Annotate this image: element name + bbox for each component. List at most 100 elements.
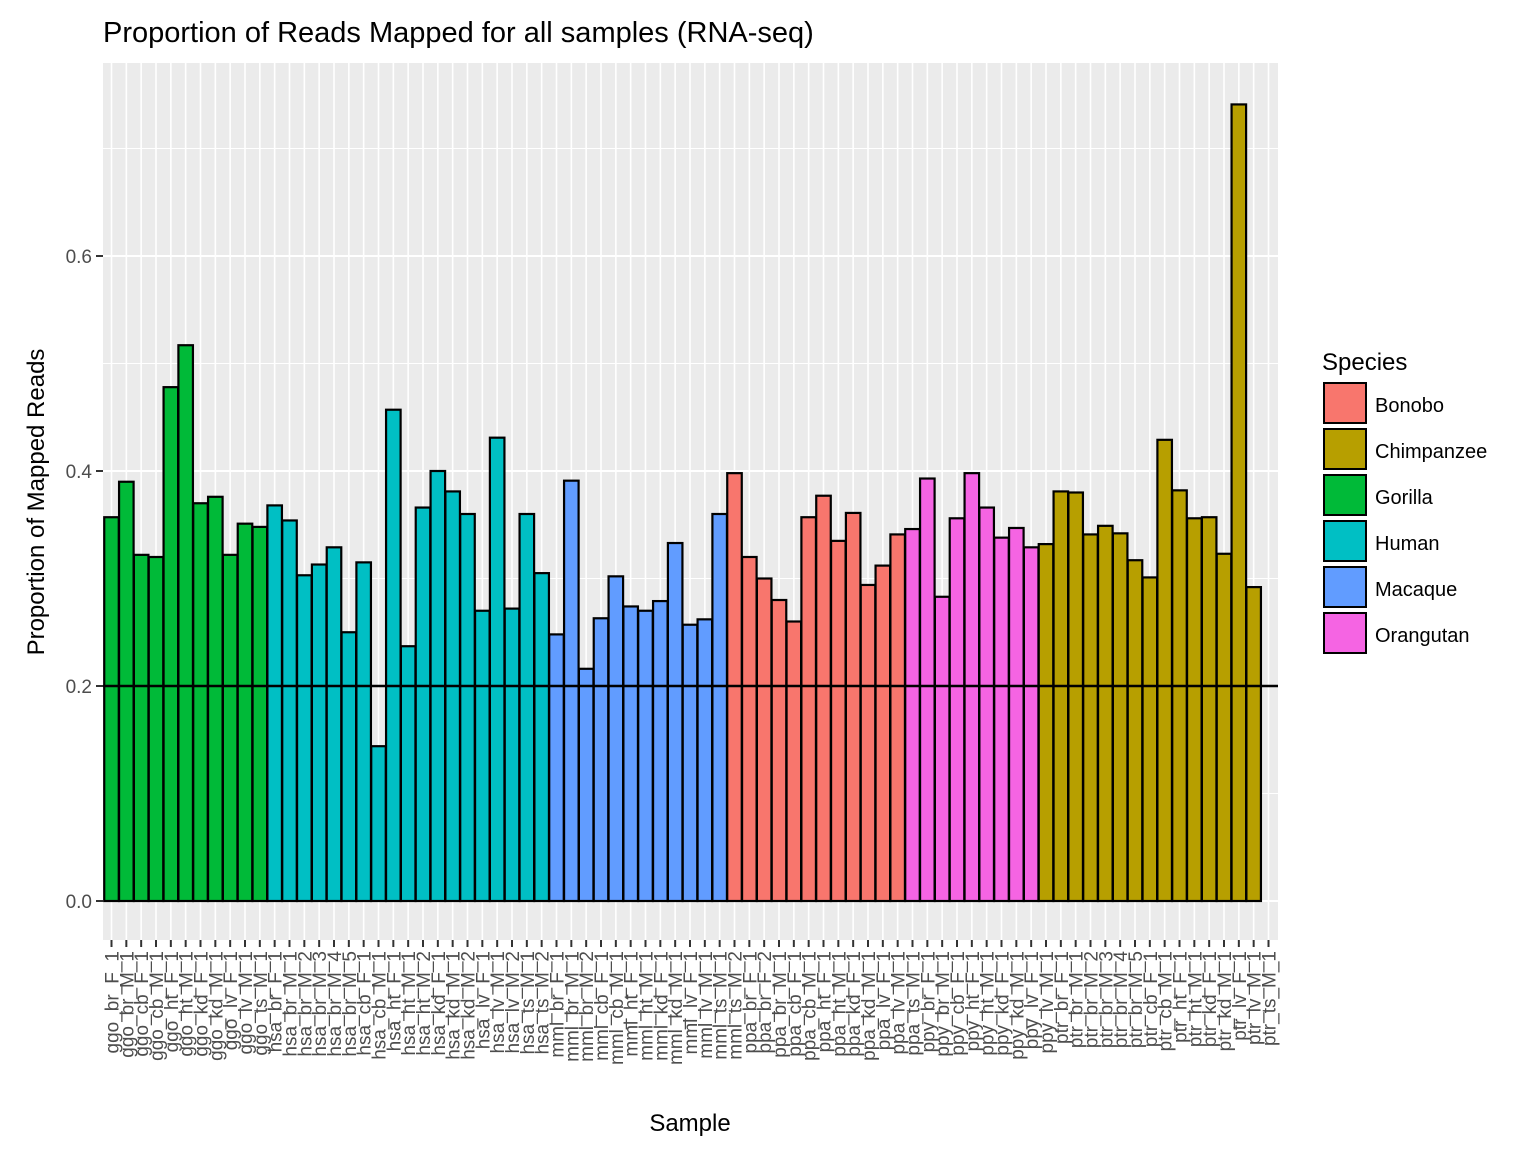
legend-key-bonobo (1323, 382, 1367, 424)
chart-title: Proportion of Reads Mapped for all sampl… (103, 17, 814, 49)
bar-ggo-kd-M-1 (206, 495, 224, 903)
bar-mml-br-M-1 (562, 479, 580, 903)
x-tick-label: ppa_cb_F_1 (785, 951, 806, 1057)
bar-ppy-ht-M-1 (978, 506, 996, 903)
x-tick-label: mml_lv_M_1 (696, 951, 717, 1059)
bar-ggo-ht-F-1 (162, 386, 180, 903)
x-tick-label: hsa_ht_M_2 (414, 951, 435, 1056)
y-axis-title: Proportion of Mapped Reads (23, 349, 50, 656)
x-tick-label: ppa_ts_M_1 (904, 951, 925, 1056)
x-tick-label: ptr_ts_M_1 (1260, 951, 1281, 1046)
bar-ggo-br-M-1 (117, 480, 135, 903)
y-tick-label: 0.2 (66, 677, 92, 698)
bar-mml-cb-M-1 (607, 575, 625, 903)
x-tick-label: hsa_ts_M_1 (518, 951, 539, 1055)
bar-ggo-ts-M-1 (251, 525, 269, 903)
x-tick-label: ggo_br_F_1 (103, 951, 124, 1053)
bar-ggo-kd-F-1 (192, 502, 209, 903)
bar-ppy-br-M-1 (933, 595, 951, 903)
bar-ppy-br-F-1 (918, 477, 936, 903)
x-tick-label: hsa_br_F_1 (266, 951, 287, 1052)
x-tick-label: ptr_br_F_1 (1052, 951, 1073, 1044)
x-tick-label: ptr_br_M_3 (1096, 951, 1117, 1048)
bar-hsa-cb-F-1 (355, 561, 373, 903)
x-tick-label: ggo_cb_M_1 (147, 951, 168, 1061)
legend-label-human: Human (1375, 533, 1439, 555)
x-tick-label: ptr_br_M_2 (1082, 951, 1103, 1048)
bar-ptr-lv-M-1 (1245, 585, 1263, 903)
y-tick-label: 0.4 (66, 462, 93, 483)
bar-hsa-br-M-4 (325, 546, 343, 903)
bar-ptr-ht-M-1 (1185, 517, 1203, 903)
bar-ggo-ht-M-1 (177, 344, 195, 903)
bar-hsa-br-F-1 (266, 504, 284, 903)
x-tick-label: ppy_kd_M_1 (1007, 951, 1028, 1060)
bar-ptr-kd-F-1 (1200, 516, 1218, 903)
x-tick-label: hsa_ht_F_1 (384, 951, 405, 1051)
x-tick-label: ptr_br_M_1 (1067, 951, 1088, 1048)
legend-label-gorilla: Gorilla (1375, 487, 1434, 509)
x-tick-label: ppa_cb_M_1 (800, 951, 821, 1061)
bar-ppy-lv-M-1 (1037, 542, 1055, 903)
bar-ppy-kd-M-1 (1007, 526, 1025, 903)
bar-hsa-lv-M-2 (503, 607, 521, 903)
y-tick-label: 0.6 (66, 247, 92, 268)
x-tick-label: ggo_kd_F_1 (192, 951, 213, 1057)
x-tick-label: hsa_ht_M_1 (399, 951, 420, 1056)
bar-mml-br-M-2 (577, 667, 595, 903)
x-tick-label: ppa_lv_M_1 (889, 951, 910, 1055)
x-tick-label: ptr_kd_F_1 (1200, 951, 1221, 1047)
legend-items: Bonobo Chimpanzee Gorilla Human Macaque Orang… (1323, 382, 1487, 654)
x-tick-label: hsa_lv_F_1 (473, 951, 494, 1049)
x-tick-label: ggo_br_M_1 (117, 951, 138, 1058)
bar-hsa-kd-M-2 (459, 512, 476, 903)
x-tick-label: mml_cb_F_1 (592, 951, 613, 1061)
legend-label-macaque: Macaque (1375, 579, 1457, 601)
bar-hsa-kd-M-1 (444, 490, 462, 903)
x-tick-label: mml_lv_F_1 (681, 951, 702, 1054)
bar-ptr-br-M-2 (1082, 533, 1099, 903)
x-tick-label: ppy_br_F_1 (918, 951, 939, 1052)
bar-hsa-br-M-1 (281, 519, 298, 903)
bar-ptr-kd-M-1 (1215, 552, 1233, 903)
x-tick-label: ppy_cb_F_1 (948, 951, 969, 1056)
bar-hsa-br-M-2 (295, 574, 313, 903)
bar-mml-cb-F-1 (592, 617, 610, 903)
bar-ppa-ts-M-1 (904, 527, 921, 903)
bar-ptr-ht-F-1 (1171, 489, 1188, 903)
x-tick-label: ggo_lv_M_1 (236, 951, 257, 1055)
legend-key-macaque (1323, 566, 1367, 608)
x-axis-title: Sample (649, 1110, 730, 1137)
x-tick-label: hsa_cb_M_1 (370, 951, 391, 1060)
x-tick-label: ppy_lv_F_1 (1022, 951, 1043, 1049)
bar-ptr-br-M-3 (1096, 524, 1114, 903)
bar-hsa-ts-M-1 (518, 512, 536, 903)
x-tick-label: hsa_br_M_4 (325, 951, 346, 1057)
bar-hsa-ht-M-2 (414, 506, 432, 903)
x-tick-label: ptr_ht_F_1 (1171, 951, 1192, 1043)
x-tick-label: mml_br_M_1 (562, 951, 583, 1062)
bar-ppa-lv-F-1 (874, 564, 892, 903)
legend-label-bonobo: Bonobo (1375, 395, 1444, 417)
x-tick-label: ppa_ht_M_1 (829, 951, 850, 1057)
x-tick-label: hsa_br_M_3 (310, 951, 331, 1057)
bar-hsa-br-M-5 (340, 631, 358, 903)
x-tick-label: hsa_kd_F_1 (429, 951, 450, 1056)
bar-ppa-br-F-1 (740, 555, 758, 903)
x-tick-label: ppy_br_M_1 (933, 951, 954, 1057)
x-tick-label: ppy_ht_F_1 (963, 951, 984, 1051)
x-tick-label: hsa_br_M_5 (340, 951, 361, 1057)
x-tick-label: ptr_br_M_4 (1111, 951, 1132, 1049)
x-tick-label: ppa_kd_F_1 (844, 951, 865, 1057)
bar-hsa-ts-M-2 (533, 572, 551, 903)
bar-ppy-kd-F-1 (993, 536, 1010, 903)
x-tick-label: mml_kd_F_1 (651, 951, 672, 1061)
bar-mml-ts-M-1 (711, 512, 729, 903)
x-tick-label: mml_br_M_2 (577, 951, 598, 1062)
bar-ppa-ht-M-1 (829, 539, 847, 903)
x-tick-label: ppa_br_F_1 (740, 951, 761, 1053)
x-tick-label: ptr_lv_M_1 (1245, 951, 1266, 1045)
x-tick-label: ptr_br_M_5 (1126, 951, 1147, 1048)
bar-mml-ht-F-1 (622, 605, 640, 903)
bar-mml-kd-M-1 (666, 541, 684, 903)
